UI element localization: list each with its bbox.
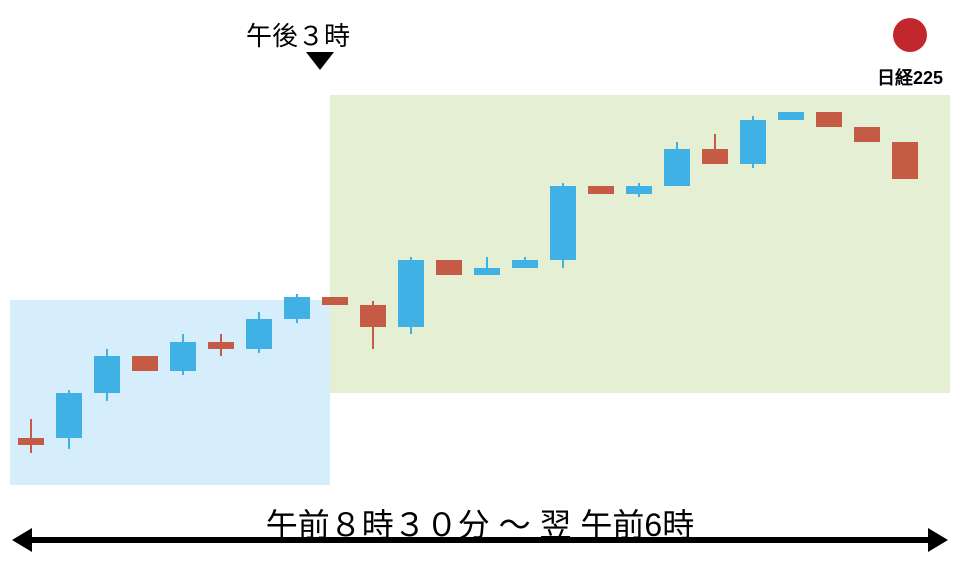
candle-body (664, 149, 690, 186)
candle-body (778, 112, 804, 119)
candle-body (512, 260, 538, 267)
candle-body (246, 319, 272, 349)
candle-body (474, 268, 500, 275)
candle-body (284, 297, 310, 319)
candle-body (360, 305, 386, 327)
chart-stage: { "canvas": { "width": 960, "height": 56… (0, 0, 960, 567)
candle-body (132, 356, 158, 371)
candle-body (702, 149, 728, 164)
timeline-arrow-line (32, 537, 928, 543)
candle-body (436, 260, 462, 275)
marker-time-label: 午後３時 (246, 16, 350, 53)
index-name-label: 日経225 (877, 64, 943, 90)
japan-flag-icon (870, 8, 950, 62)
candle-body (588, 186, 614, 193)
candle-body (398, 260, 424, 327)
candle-body (854, 127, 880, 142)
candle-body (56, 393, 82, 437)
candle-body (816, 112, 842, 127)
timeline-arrow-head-right (928, 528, 948, 552)
timeline-arrow-head-left (12, 528, 32, 552)
candle-body (322, 297, 348, 304)
candle-body (208, 342, 234, 349)
japan-flag-circle (893, 18, 927, 52)
candle-body (550, 186, 576, 260)
candle-body (94, 356, 120, 393)
candle-body (740, 120, 766, 164)
marker-triangle-icon (306, 52, 334, 70)
candle-body (626, 186, 652, 193)
candle-body (170, 342, 196, 372)
candle-body (18, 438, 44, 445)
candle-wick (30, 419, 32, 452)
candle-body (892, 142, 918, 179)
